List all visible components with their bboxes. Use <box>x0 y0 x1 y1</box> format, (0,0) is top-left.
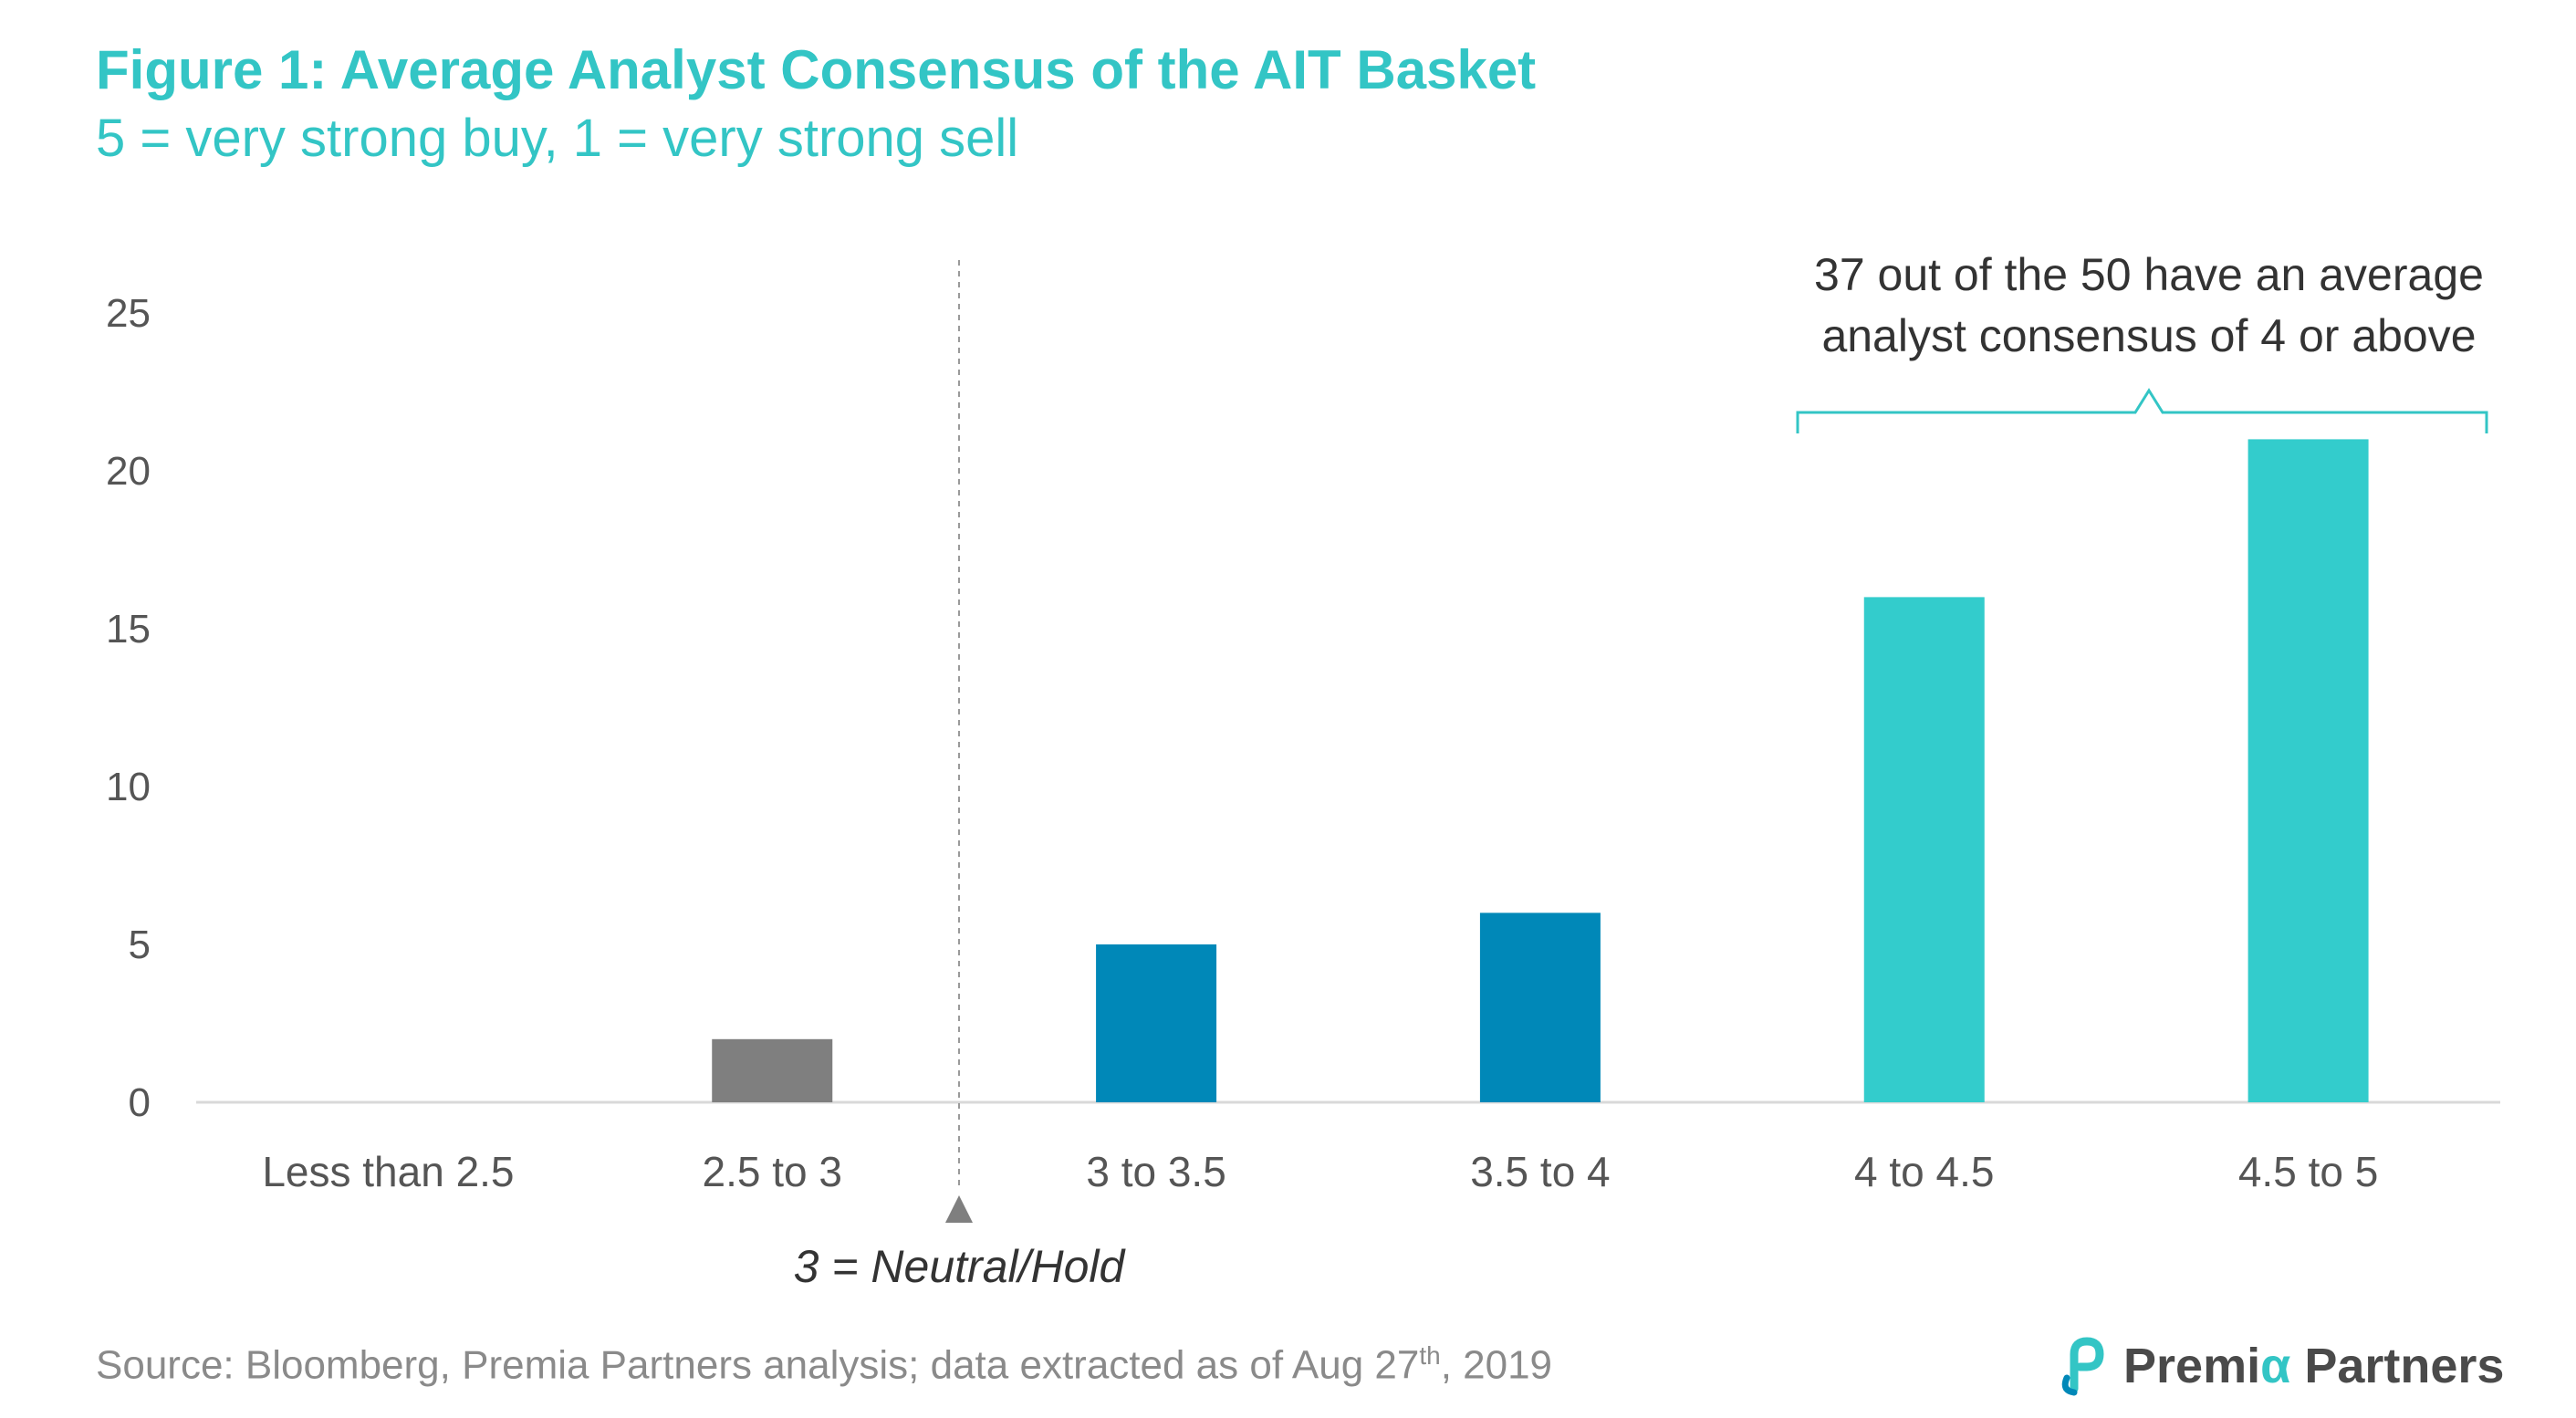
bars <box>712 439 2369 1102</box>
bracket <box>1796 388 2488 433</box>
logo-text-partners: Partners <box>2304 1339 2505 1393</box>
y-tick-label: 10 <box>106 765 151 809</box>
y-tick-label: 15 <box>106 607 151 652</box>
bar <box>1479 912 1601 1102</box>
source-superscript: th <box>1419 1341 1441 1370</box>
logo-text-premi: Premi <box>2123 1339 2261 1393</box>
bar <box>1096 944 1217 1102</box>
x-category-label: 3.5 to 4 <box>1470 1148 1610 1195</box>
source-prefix: Source: Bloomberg, Premia Partners analy… <box>96 1342 1420 1388</box>
logo-text: Premiα Partners <box>2123 1338 2504 1394</box>
y-tick-label: 20 <box>106 449 151 494</box>
source-suffix: , 2019 <box>1440 1342 1553 1388</box>
source-note: Source: Bloomberg, Premia Partners analy… <box>96 1341 1552 1389</box>
bracket-annotation-line2: analyst consensus of 4 or above <box>1821 310 2476 361</box>
y-tick-label: 25 <box>106 291 151 336</box>
logo-text-alpha: α <box>2260 1339 2291 1393</box>
y-tick-label: 5 <box>129 923 151 967</box>
y-tick-label: 0 <box>129 1080 151 1125</box>
bar-chart: 0 5 10 15 20 25 Less than 2.5 2.5 to 3 3 to 3.5… <box>106 249 2500 1292</box>
logo-mark-icon <box>2061 1337 2104 1396</box>
premia-partners-logo: Premiα Partners <box>2058 1334 2504 1398</box>
bracket-annotation-line1: 37 out of the 50 have an average <box>1814 249 2484 300</box>
x-category-label: 3 to 3.5 <box>1086 1148 1225 1195</box>
chart-subtitle: 5 = very strong buy, 1 = very strong sel… <box>96 109 1019 168</box>
x-axis-labels: Less than 2.5 2.5 to 3 3 to 3.5 3.5 to 4 4 t… <box>262 1148 2378 1195</box>
chart-title: Figure 1: Average Analyst Consensus of t… <box>96 39 1537 100</box>
bar <box>1863 597 1985 1102</box>
x-category-label: 2.5 to 3 <box>703 1148 842 1195</box>
neutral-label: 3 = Neutral/Hold <box>794 1241 1127 1292</box>
x-category-label: 4.5 to 5 <box>2238 1148 2378 1195</box>
bar <box>2247 439 2369 1102</box>
bar <box>712 1038 833 1102</box>
neutral-marker-triangle <box>945 1195 973 1223</box>
y-axis-ticks: 0 5 10 15 20 25 <box>106 291 151 1125</box>
x-category-label: Less than 2.5 <box>262 1148 514 1195</box>
x-category-label: 4 to 4.5 <box>1854 1148 1994 1195</box>
